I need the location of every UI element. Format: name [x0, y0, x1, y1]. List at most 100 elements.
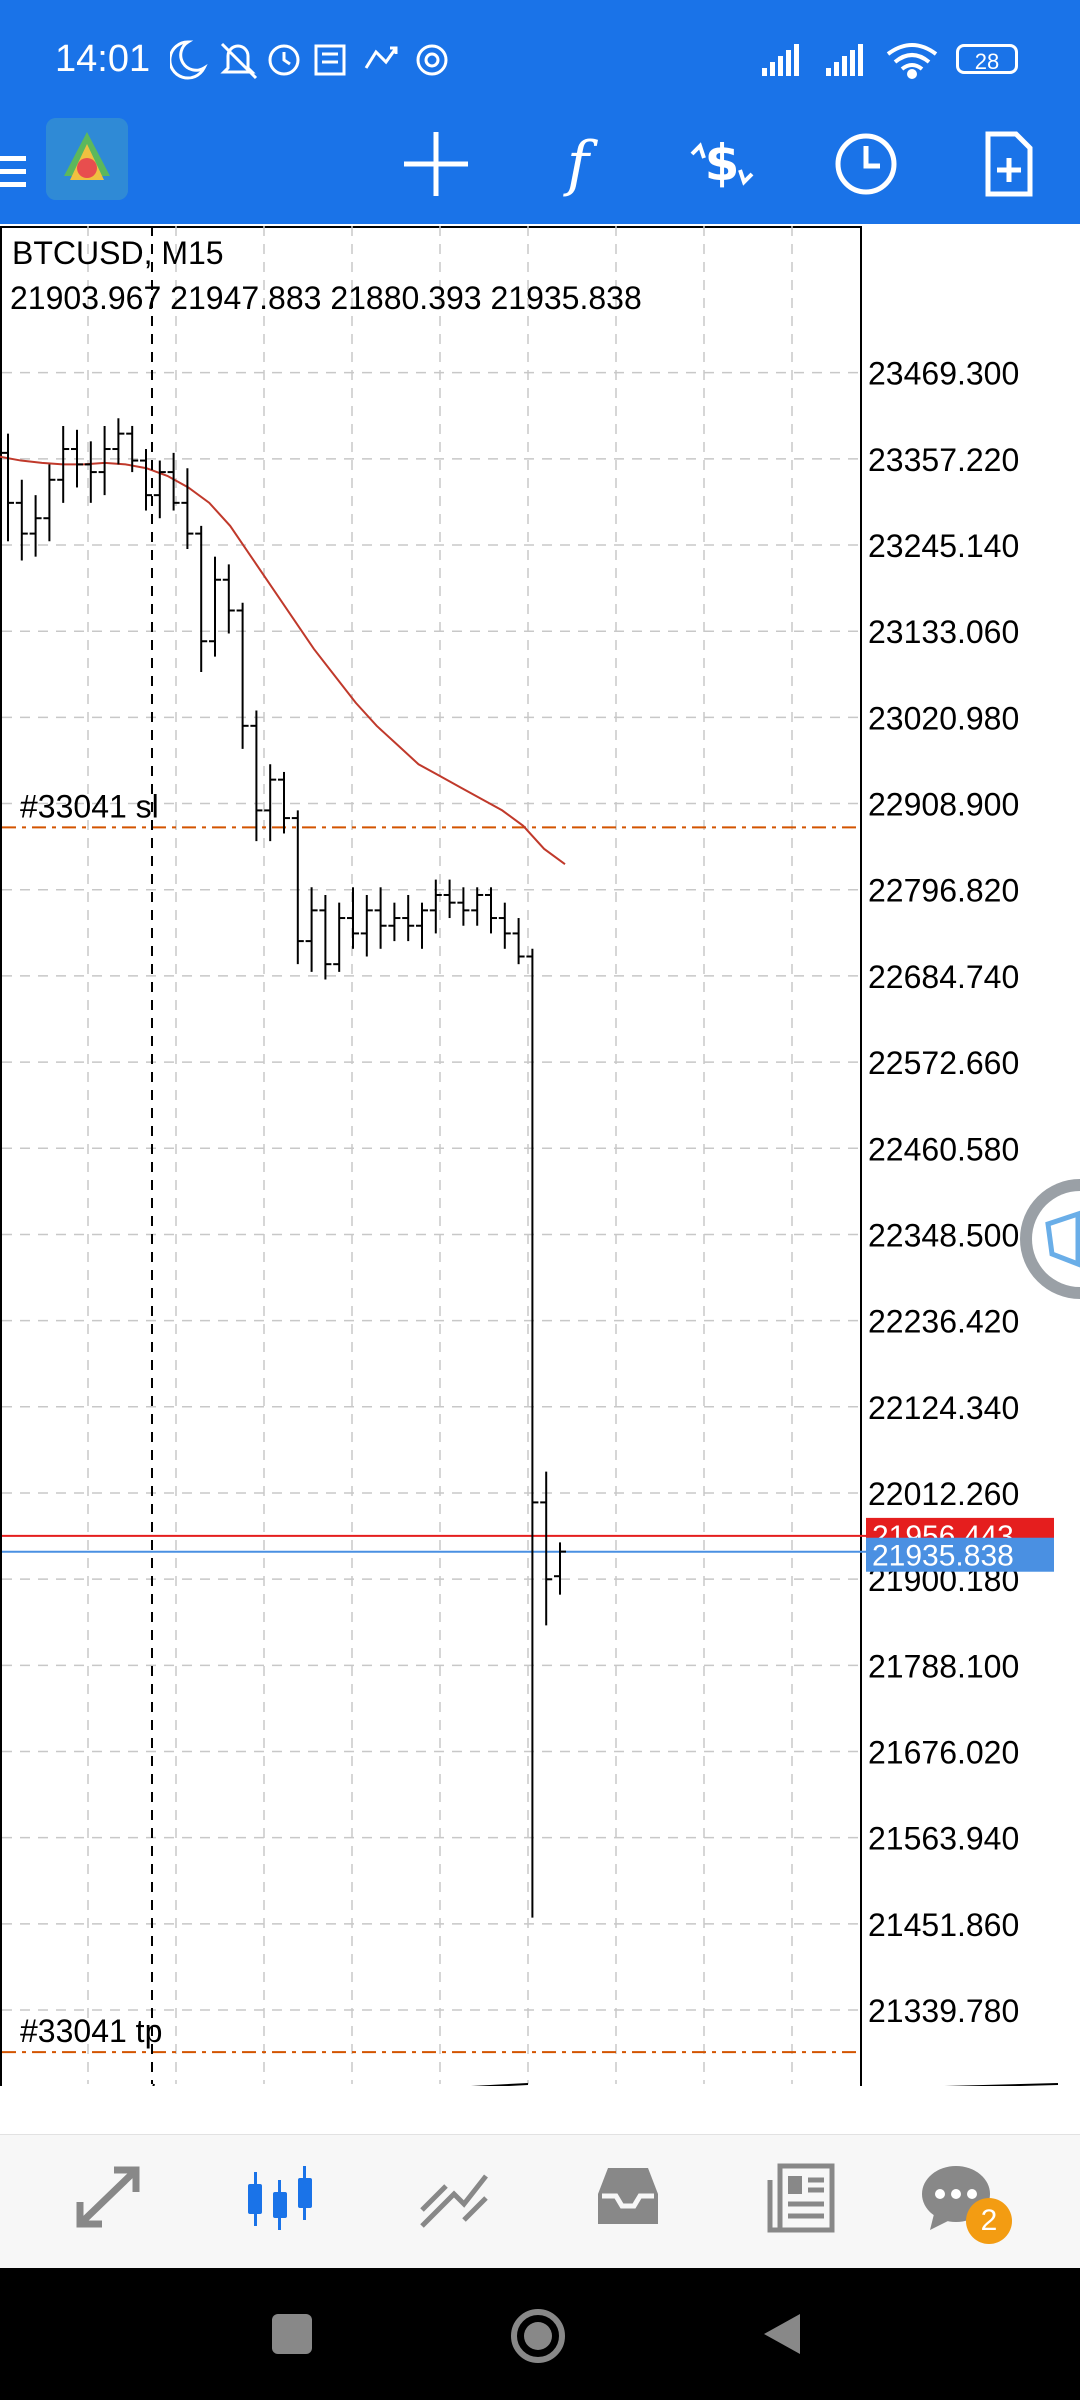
- status-icons-left: [170, 40, 448, 80]
- price-tick-label: 21339.780: [868, 1993, 1019, 2029]
- chart-icon[interactable]: [240, 2158, 320, 2238]
- sync-icon: [416, 44, 448, 76]
- crosshair-icon[interactable]: [396, 124, 476, 204]
- ohlc-bar: [471, 887, 484, 926]
- ohlc-bar: [347, 887, 359, 949]
- price-tick-label: 21563.940: [868, 1821, 1019, 1857]
- ohlc-bar: [250, 710, 263, 842]
- price-tick-label: 21788.100: [868, 1648, 1019, 1684]
- ohlc-bar: [291, 810, 304, 965]
- menu-icon[interactable]: [0, 142, 30, 202]
- ohlc-bar: [29, 495, 42, 557]
- price-tick-label: 22572.660: [868, 1045, 1019, 1081]
- chat-badge: 2: [966, 2198, 1012, 2244]
- price-tick-label: 23133.060: [868, 614, 1019, 650]
- home-button[interactable]: [510, 2308, 566, 2364]
- signal-icon-2: [826, 44, 863, 76]
- battery-icon: 28: [956, 44, 1018, 74]
- news-icon: [314, 44, 346, 76]
- quotes-icon[interactable]: [70, 2158, 150, 2238]
- ohlc-bar: [554, 1542, 566, 1595]
- price-tick-label: 21451.860: [868, 1907, 1019, 1943]
- status-bar: 14:01 28: [0, 0, 1080, 120]
- ohlc-bar: [319, 894, 332, 980]
- ohlc-bar: [43, 464, 56, 542]
- price-tick-label: 23357.220: [868, 442, 1019, 478]
- price-tick-label: 22348.500: [868, 1217, 1019, 1253]
- ohlc-bar: [222, 564, 235, 634]
- price-tick-label: 22908.900: [868, 787, 1019, 823]
- ohlc-bar: [388, 902, 401, 942]
- chart-area[interactable]: 23469.300 23357.220 23245.140 23133.060 2302…: [0, 226, 1080, 2135]
- ohlc-bar: [209, 556, 221, 657]
- ohlc-bar: [498, 902, 511, 949]
- ohlc-bar: [140, 449, 152, 511]
- price-tick-label: 22460.580: [868, 1131, 1019, 1167]
- ohlc-bar: [57, 425, 70, 503]
- clock: 14:01: [55, 38, 151, 80]
- price-tick-label: 23245.140: [868, 528, 1019, 564]
- price-tick-label: 22236.420: [868, 1304, 1019, 1340]
- price-bars: [2, 418, 566, 1918]
- ohlc-bar: [485, 887, 497, 934]
- ohlc-bar: [126, 425, 139, 473]
- ohlc-bar: [264, 764, 277, 842]
- ohlc-bar: [195, 525, 208, 672]
- trade-icon[interactable]: [414, 2158, 494, 2238]
- moving-average: [0, 455, 566, 866]
- ohlc-bar: [84, 441, 97, 503]
- price-tick-label: 22124.340: [868, 1390, 1019, 1426]
- bid-price-tag: [866, 1537, 1054, 1572]
- ohlc-bar: [153, 460, 166, 519]
- back-button[interactable]: [760, 2312, 804, 2356]
- chart-grid: [2, 226, 860, 2084]
- ohlc-bar: [305, 887, 318, 972]
- status-icons-right: [762, 43, 938, 79]
- call-forward-icon: [364, 46, 398, 69]
- ohlc-bar: [167, 452, 180, 511]
- price-chart[interactable]: 23469.300 23357.220 23245.140 23133.060 2302…: [0, 226, 1080, 2135]
- ohlc-bar: [15, 479, 28, 561]
- symbol-icon[interactable]: $: [682, 124, 762, 204]
- signal-icon: [762, 44, 799, 76]
- sl-label: #33041 sl: [20, 788, 159, 824]
- new-order-icon[interactable]: [968, 124, 1048, 204]
- ohlc-bar: [360, 894, 373, 957]
- alarm-icon: [268, 44, 300, 76]
- price-tick-label: 23020.980: [868, 700, 1019, 736]
- price-tick-label: 22012.260: [868, 1476, 1019, 1512]
- ohlc-bar: [112, 418, 125, 465]
- ohlc-bar: [2, 433, 14, 542]
- wifi-icon: [886, 43, 938, 79]
- ohlc-bar: [526, 948, 539, 1918]
- system-navigation-bar: [0, 2268, 1080, 2400]
- app-toolbar: [0, 120, 1080, 224]
- ohlc-bar: [457, 887, 470, 926]
- ma-line: [0, 455, 566, 866]
- ohlc-bar: [443, 879, 456, 919]
- recents-button[interactable]: [270, 2312, 314, 2356]
- news-icon[interactable]: [762, 2158, 842, 2238]
- ohlc-bar: [181, 468, 194, 549]
- ohlc-bar: [374, 887, 387, 949]
- plot-frame: [0, 226, 862, 2090]
- ohlc-bar: [71, 429, 83, 488]
- tp-label: #33041 tp: [20, 2013, 162, 2049]
- ohlc-bar: [512, 918, 525, 965]
- ohlc-bar: [416, 902, 428, 949]
- metatrader-logo[interactable]: [46, 118, 128, 200]
- ohlc-bar: [278, 771, 290, 834]
- side-panel-handle[interactable]: [1012, 1174, 1080, 1304]
- symbol-icon-label: $: [705, 134, 740, 192]
- ohlc-bar: [429, 879, 442, 934]
- moon-icon: [170, 40, 208, 80]
- ohlc-bar: [333, 902, 346, 972]
- history-icon[interactable]: [588, 2158, 668, 2238]
- ohlc-label: 21903.967 21947.883 21880.393 21935.838: [10, 280, 642, 316]
- bottom-navigation: [0, 2134, 1080, 2269]
- mute-icon: [220, 42, 258, 80]
- indicators-icon[interactable]: f: [566, 129, 590, 199]
- ohlc-bar: [236, 602, 249, 749]
- symbol-label: BTCUSD, M15: [12, 235, 224, 271]
- timeframe-icon[interactable]: [826, 124, 906, 204]
